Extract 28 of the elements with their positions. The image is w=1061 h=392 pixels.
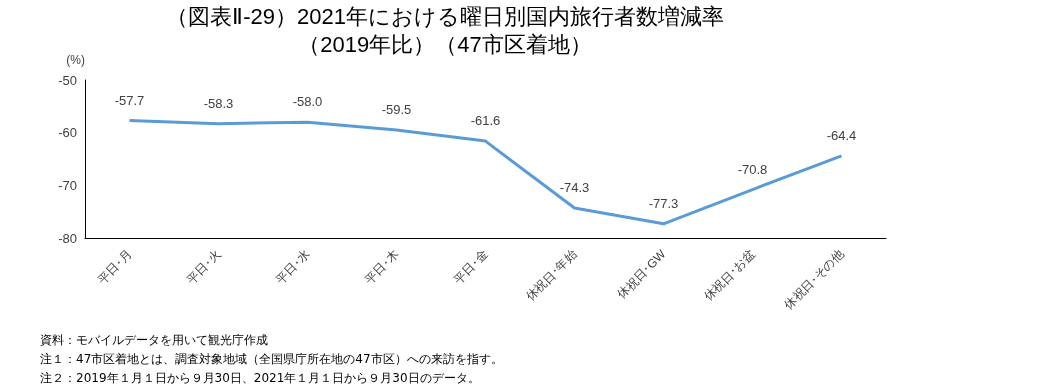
x-tick-label: 平日･木: [361, 247, 402, 287]
text: -58.3: [203, 95, 234, 111]
x-tick-label: 平日･火: [183, 247, 224, 287]
chart-subtitle: （2019年比）（47市区着地）: [298, 31, 592, 57]
y-axis-title: (%): [66, 53, 85, 67]
x-tick-label: 平日･金: [450, 247, 491, 287]
x-tick-label: 平日･月: [94, 247, 135, 287]
text: -58.0: [292, 94, 323, 110]
x-tick-label: 休祝日･お盆: [700, 247, 758, 304]
text: -61.6: [470, 113, 501, 129]
text: -77.3: [648, 195, 679, 211]
y-tick-label: -80: [58, 230, 77, 246]
x-tick-label: 平日･水: [272, 247, 313, 287]
x-tick-label: 休祝日･GW: [614, 246, 669, 302]
text: -74.3: [559, 179, 590, 195]
text: -64.4: [826, 127, 857, 143]
text: -70.8: [737, 161, 768, 177]
text: -59.5: [381, 102, 412, 118]
y-tick-label: -60: [58, 125, 77, 141]
text: -57.7: [114, 92, 145, 108]
y-tick-label: -50: [58, 72, 77, 88]
y-tick-label: -70: [58, 177, 77, 193]
x-tick-label: 休祝日･年始: [522, 247, 580, 304]
x-tick-label: 休祝日･その他: [781, 247, 847, 313]
text: 注２：2019年１月１日から９月30日、2021年１月１日から９月30日のデータ。: [40, 371, 480, 385]
text: 資料：モバイルデータを用いて観光庁作成: [40, 333, 268, 347]
chart-title: （図表Ⅱ-29）2021年における曜日別国内旅行者数増減率: [166, 3, 724, 29]
text: 注１：47市区着地とは、調査対象地域（全国県庁所在地の47市区）への来訪を指す。: [40, 352, 503, 366]
